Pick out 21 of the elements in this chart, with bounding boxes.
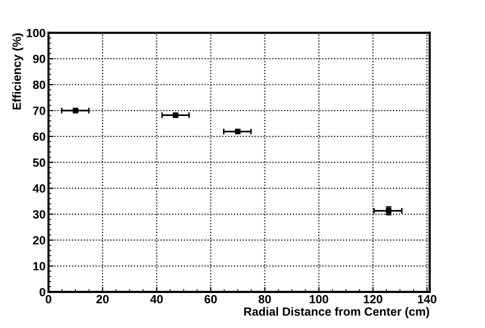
y-tick-label: 60 xyxy=(33,132,46,141)
x-tick-label: 40 xyxy=(150,295,163,304)
x-axis-title: Radial Distance from Center (cm) xyxy=(244,307,430,318)
y-tick-label: 20 xyxy=(33,236,46,244)
x-tick-label: 0 xyxy=(46,295,52,304)
y-tick-label: 50 xyxy=(32,158,46,167)
y-tick-label: 100 xyxy=(26,28,46,38)
x-tick-label: 60 xyxy=(204,295,217,304)
y-tick-label: 70 xyxy=(33,106,46,115)
x-tick-label: 140 xyxy=(418,295,436,304)
y-tick-label: 80 xyxy=(32,80,46,90)
y-tick-label: 10 xyxy=(33,262,46,270)
x-tick-label: 80 xyxy=(258,295,271,304)
x-tick-label: 100 xyxy=(310,295,328,304)
x-tick-label: 20 xyxy=(96,295,109,304)
y-tick-label: 30 xyxy=(32,210,46,219)
y-tick-label: 90 xyxy=(33,54,46,64)
y-tick-label: 40 xyxy=(32,184,46,193)
y-tick-label: 0 xyxy=(40,288,46,296)
y-axis-title: Efficiency (%) xyxy=(12,33,24,110)
x-tick-label: 120 xyxy=(364,295,382,304)
